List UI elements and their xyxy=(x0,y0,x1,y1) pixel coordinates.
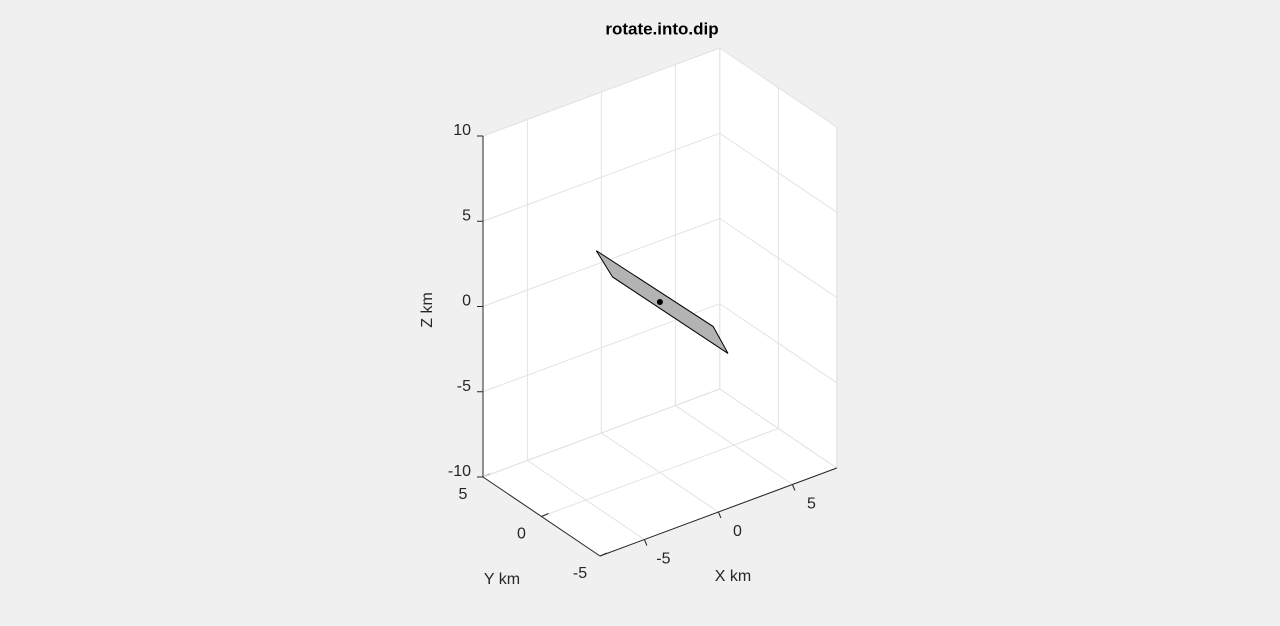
y-tick-label: 0 xyxy=(517,526,526,543)
x-tick-label: 0 xyxy=(733,523,742,540)
x-tick xyxy=(791,484,796,491)
z-tick-label: 5 xyxy=(462,207,471,224)
z-axis-label: Z km xyxy=(419,292,436,328)
y-axis xyxy=(482,476,601,557)
y-tick xyxy=(541,513,549,517)
hypocenter xyxy=(656,299,663,305)
x-tick-label: 5 xyxy=(807,496,816,513)
x-axis xyxy=(599,467,837,557)
grid-line xyxy=(482,388,838,478)
y-tick-label: 5 xyxy=(459,486,468,503)
y-tick-label: -5 xyxy=(573,565,587,582)
grid-line xyxy=(482,217,838,307)
grid-line xyxy=(482,303,838,393)
z-tick-label: -10 xyxy=(448,463,471,480)
z-tick-label: 0 xyxy=(462,293,471,310)
chart-title: rotate.into.dip xyxy=(605,19,718,38)
x-tick xyxy=(643,539,648,546)
x-tick xyxy=(717,511,722,519)
x-axis-label: X km xyxy=(715,568,751,585)
x-tick-label: -5 xyxy=(656,551,670,568)
z-tick-label: -5 xyxy=(457,378,471,395)
y-axis-label: Y km xyxy=(484,571,520,588)
grid-line xyxy=(482,47,838,137)
z-tick-label: 10 xyxy=(453,122,471,139)
grid-line xyxy=(482,132,838,222)
